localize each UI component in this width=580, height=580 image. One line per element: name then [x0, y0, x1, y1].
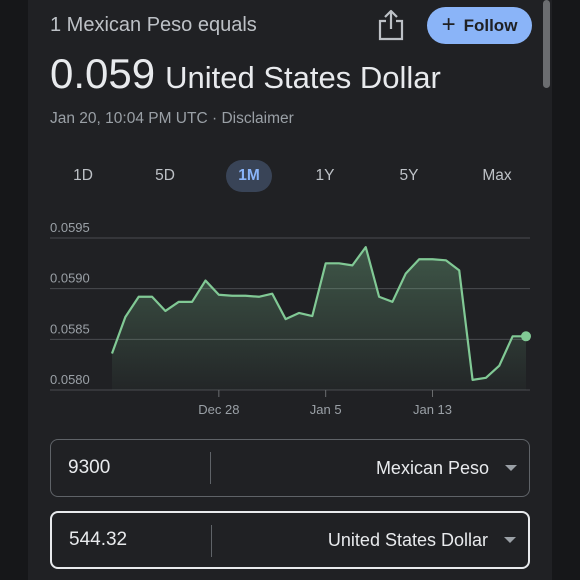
left-margin — [0, 0, 28, 580]
time-range-selector: 1D 5D 1M 1Y 5Y Max — [50, 160, 532, 192]
field-divider — [210, 452, 211, 484]
share-icon[interactable] — [376, 8, 406, 42]
y-tick-label: 0.0580 — [50, 372, 90, 387]
target-currency-name: United States Dollar — [165, 60, 441, 95]
price-area — [112, 247, 526, 390]
to-amount-input[interactable]: 544.32 — [69, 529, 128, 550]
follow-label: Follow — [463, 15, 518, 35]
from-amount-input[interactable]: 9300 — [68, 457, 111, 478]
range-tab-1m[interactable]: 1M — [226, 160, 272, 192]
y-tick-label: 0.0590 — [50, 271, 90, 286]
exchange-rate-value: 0.059 — [50, 50, 156, 97]
follow-button[interactable]: + Follow — [427, 7, 532, 44]
from-currency-select[interactable]: Mexican Peso — [375, 457, 489, 478]
range-tab-5y[interactable]: 5Y — [399, 167, 419, 184]
from-currency-field: 9300 Mexican Peso — [50, 439, 530, 497]
x-tick-label: Jan 13 — [413, 402, 452, 417]
range-tab-1y[interactable]: 1Y — [315, 167, 335, 184]
latest-point-marker — [521, 331, 531, 342]
right-margin — [552, 0, 580, 580]
timestamp: Jan 20, 10:04 PM UTC — [50, 110, 208, 127]
field-divider — [211, 525, 212, 557]
timestamp-line: Jan 20, 10:04 PM UTC · Disclaimer — [50, 110, 294, 128]
caret-down-icon[interactable] — [504, 537, 516, 543]
caret-down-icon[interactable] — [505, 465, 517, 471]
x-tick-label: Dec 28 — [198, 402, 239, 417]
to-currency-field: 544.32 United States Dollar — [50, 511, 530, 569]
range-tab-max[interactable]: Max — [482, 167, 512, 184]
y-tick-label: 0.0585 — [50, 321, 90, 336]
exchange-rate-chart: 0.0595 0.0590 0.0585 0.0580 Dec 28 Jan 5 Jan 1… — [50, 220, 531, 417]
separator-dot: · — [207, 110, 222, 127]
scrollbar[interactable] — [543, 0, 550, 88]
range-tab-1d[interactable]: 1D — [73, 167, 93, 184]
to-currency-select[interactable]: United States Dollar — [327, 529, 488, 550]
rate-headline: 0.059 United States Dollar — [50, 50, 441, 98]
price-line — [110, 246, 526, 381]
currency-panel — [28, 0, 552, 580]
range-tab-5d[interactable]: 5D — [155, 167, 175, 184]
disclaimer-link[interactable]: Disclaimer — [221, 110, 294, 127]
conversion-lead-text: 1 Mexican Peso equals — [50, 14, 257, 36]
y-tick-label: 0.0595 — [50, 220, 90, 235]
x-tick-label: Jan 5 — [310, 402, 342, 417]
plus-icon: + — [441, 10, 456, 38]
